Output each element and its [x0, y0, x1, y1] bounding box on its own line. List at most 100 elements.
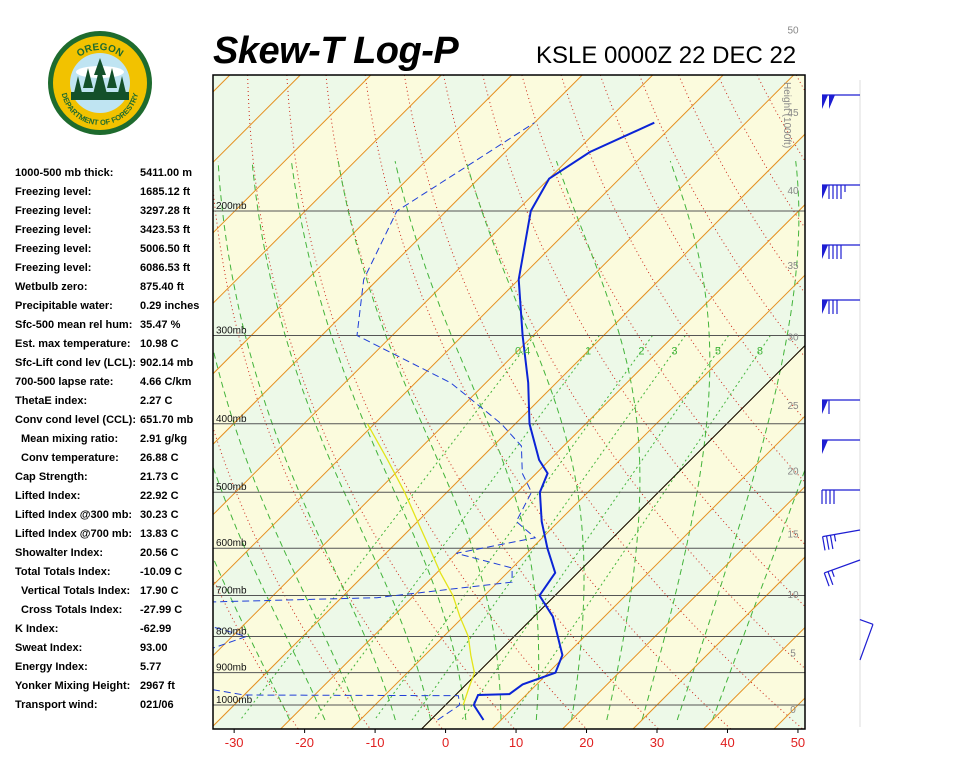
x-tick-label: 0	[442, 735, 449, 750]
moist-adiabat	[213, 556, 291, 721]
dewpoint-line	[213, 122, 537, 721]
wind-barb-half-feather	[833, 534, 837, 542]
x-tick-label: 10	[509, 735, 523, 750]
zero-isotherm	[421, 344, 805, 729]
stat-value: 875.40 ft	[140, 281, 185, 293]
mixing-ratio-label: 5	[715, 345, 721, 357]
stat-row: Showalter Index: 20.56 C	[15, 547, 215, 566]
wind-barb-flag	[822, 185, 828, 199]
mixing-ratio-line	[239, 335, 535, 721]
stat-row: 700-500 lapse rate: 4.66 C/km	[15, 376, 215, 395]
dry-adiabat	[953, 75, 960, 729]
stat-row: Est. max temperature: 10.98 C	[15, 338, 215, 357]
stat-row: Freezing level: 1685.12 ft	[15, 186, 215, 205]
plot-area	[213, 75, 960, 729]
wind-barb	[821, 529, 861, 551]
wind-barb	[822, 94, 860, 109]
moist-adiabat	[290, 161, 467, 721]
dry-adiabat	[795, 75, 805, 93]
stat-row: Cap Strength: 21.73 C	[15, 471, 215, 490]
stat-row: Wetbulb zero: 875.40 ft	[15, 281, 215, 300]
sounding-indices-list: 1000-500 mb thick: 5411.00 m Freezing leve…	[15, 167, 215, 718]
isotherm-line	[350, 274, 805, 729]
isobar-label: 200mb	[216, 201, 247, 212]
stat-label: Cross Totals Index:	[21, 604, 123, 616]
stat-row: Freezing level: 3423.53 ft	[15, 224, 215, 243]
stat-value: 21.73 C	[140, 471, 179, 483]
wind-barb	[822, 244, 860, 259]
stat-row: Sfc-500 mean rel hum: 35.47 %	[15, 319, 215, 338]
stat-label: Lifted Index @300 mb:	[15, 509, 133, 521]
isobar-label: 400mb	[216, 414, 247, 425]
stat-label: Cap Strength:	[15, 471, 88, 483]
moist-adiabat	[217, 161, 396, 721]
isobar-label: 600mb	[216, 538, 247, 549]
height-tick-label: 10	[787, 590, 799, 601]
wind-barb	[822, 399, 860, 414]
isobar-label: 700mb	[216, 586, 247, 597]
stat-row: Cross Totals Index: -27.99 C	[15, 604, 215, 623]
x-tick-label: 50	[791, 735, 805, 750]
stat-label: Est. max temperature:	[15, 338, 131, 350]
height-tick-label: 25	[787, 401, 799, 412]
stat-value: 2967 ft	[140, 680, 175, 692]
stat-label: Energy Index:	[15, 661, 88, 673]
x-tick-label: 20	[579, 735, 593, 750]
x-tick-label: 30	[650, 735, 664, 750]
wind-barb-staff	[859, 624, 874, 661]
wind-barb	[822, 184, 860, 199]
stat-row: Yonker Mixing Height: 2967 ft	[15, 680, 215, 699]
x-tick-label: -10	[366, 735, 385, 750]
stat-label: Sfc-500 mean rel hum:	[15, 319, 133, 331]
isotherm-line	[632, 556, 805, 729]
stat-label: Wetbulb zero:	[15, 281, 88, 293]
x-tick-label: -20	[295, 735, 314, 750]
wind-barb	[822, 299, 860, 314]
isotherm-line	[844, 75, 960, 729]
isotherm-line	[213, 75, 442, 304]
stat-value: 2.27 C	[140, 395, 173, 407]
stat-row: Precipitable water: 0.29 inches	[15, 300, 215, 319]
dry-adiabat	[639, 75, 805, 358]
stat-value: 3423.53 ft	[140, 224, 191, 236]
dry-adiabat	[403, 75, 804, 729]
stat-label: Freezing level:	[15, 205, 92, 217]
stat-row: Transport wind: 021/06	[15, 699, 215, 718]
stat-label: Mean mixing ratio:	[21, 433, 119, 445]
mixing-ratio-line	[374, 335, 653, 721]
isobar-label: 500mb	[216, 482, 247, 493]
stat-row: Lifted Index: 22.92 C	[15, 490, 215, 509]
isotherm-line	[213, 75, 513, 375]
mixing-ratio-label: 1	[585, 345, 591, 357]
height-tick-label: 40	[787, 186, 799, 197]
moist-adiabat	[394, 160, 540, 721]
temperature-line	[472, 121, 655, 721]
stat-label: Conv cond level (CCL):	[15, 414, 137, 426]
stat-label: 1000-500 mb thick:	[15, 167, 114, 179]
x-tick-label: -30	[225, 735, 244, 750]
stat-value: -10.09 C	[140, 566, 183, 578]
stat-row: Mean mixing ratio: 2.91 g/kg	[15, 433, 215, 452]
stat-value: 3297.28 ft	[140, 205, 191, 217]
moist-adiabat	[555, 160, 641, 721]
stat-label: Sfc-Lift cond lev (LCL):	[15, 357, 136, 369]
mixing-ratio-label: 3	[671, 345, 677, 357]
wind-barb-flag	[822, 95, 828, 109]
isotherm-band	[213, 75, 805, 727]
wind-barb-flag	[822, 245, 828, 259]
stat-label: ThetaE index:	[15, 395, 88, 407]
height-tick-label: 30	[787, 332, 799, 343]
moist-adiabat	[213, 346, 361, 721]
plot-frame	[212, 74, 806, 730]
stat-value: 651.70 mb	[140, 414, 194, 426]
stat-label: Lifted Index:	[15, 490, 81, 502]
stat-value: 5.77	[140, 661, 162, 673]
stat-row: Energy Index: 5.77	[15, 661, 215, 680]
stat-row: Sweat Index: 93.00	[15, 642, 215, 661]
isobar-label: 300mb	[216, 325, 247, 336]
moist-adiabat	[465, 160, 585, 721]
stat-label: Yonker Mixing Height:	[15, 680, 131, 692]
mixing-ratio-label: 2	[638, 345, 644, 357]
wind-barb	[823, 559, 861, 587]
